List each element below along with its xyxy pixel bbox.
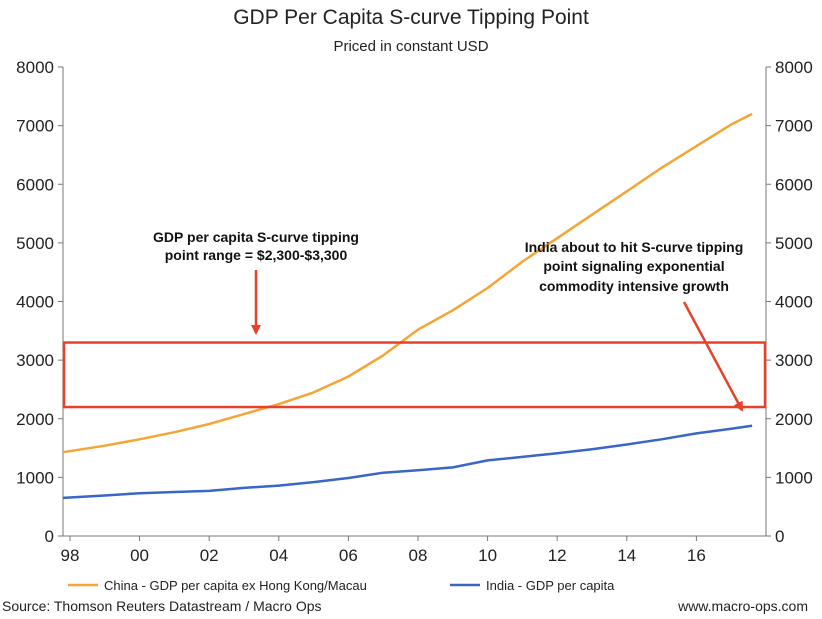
x-tick-label: 14 [617,546,636,565]
x-tick-label: 04 [269,546,288,565]
band-group [62,341,767,409]
series-line-india [62,424,753,500]
y-tick-label-right: 6000 [775,175,813,194]
legend-india-label: India - GDP per capita [486,578,615,593]
tipping-point-band [62,341,767,409]
annotation-india-arrow [682,301,744,412]
x-tick-label: 12 [548,546,567,565]
y-tick-label-right: 5000 [775,234,813,253]
annotation-india-line-1: India about to hit S-curve tipping [525,239,744,255]
legend-china-label: China - GDP per capita ex Hong Kong/Maca… [104,578,367,593]
annotation-india-line-3: commodity intensive growth [539,278,729,294]
y-tick-label-right: 4000 [775,293,813,312]
y-tick-label-left: 4000 [16,293,54,312]
y-tick-label-right: 0 [775,527,784,546]
y-tick-label-left: 0 [45,527,54,546]
footer-source: Source: Thomson Reuters Datastream / Mac… [2,598,322,614]
chart-title: GDP Per Capita S-curve Tipping Point [233,6,589,29]
chart-subtitle: Priced in constant USD [333,38,488,55]
y-tick-label-right: 3000 [775,351,813,370]
annotation-tipping-line-1: GDP per capita S-curve tipping [153,229,359,245]
x-tick-label: 08 [409,546,428,565]
y-tick-label-right: 7000 [775,117,813,136]
x-tick-label: 00 [130,546,149,565]
y-tick-label-right: 8000 [775,58,813,77]
x-tick-label: 16 [687,546,706,565]
y-tick-label-right: 1000 [775,468,813,487]
series-line-china [62,112,753,454]
y-tick-label-left: 6000 [16,175,54,194]
y-tick-label-left: 7000 [16,117,54,136]
x-tick-label: 98 [60,546,79,565]
x-tick-label: 06 [339,546,358,565]
footer-website: www.macro-ops.com [677,598,808,614]
y-tick-label-left: 1000 [16,468,54,487]
x-tick-label: 10 [478,546,497,565]
annotation-india-line-2: point signaling exponential [543,258,724,274]
x-tick-label: 02 [200,546,219,565]
y-tick-label-right: 2000 [775,410,813,429]
y-tick-label-left: 3000 [16,351,54,370]
y-tick-label-left: 2000 [16,410,54,429]
annotation-tipping-line-2: point range = $2,300-$3,300 [165,247,348,263]
series-group [62,112,753,500]
y-tick-label-left: 5000 [16,234,54,253]
axes-group [62,67,767,537]
y-tick-label-left: 8000 [16,58,54,77]
